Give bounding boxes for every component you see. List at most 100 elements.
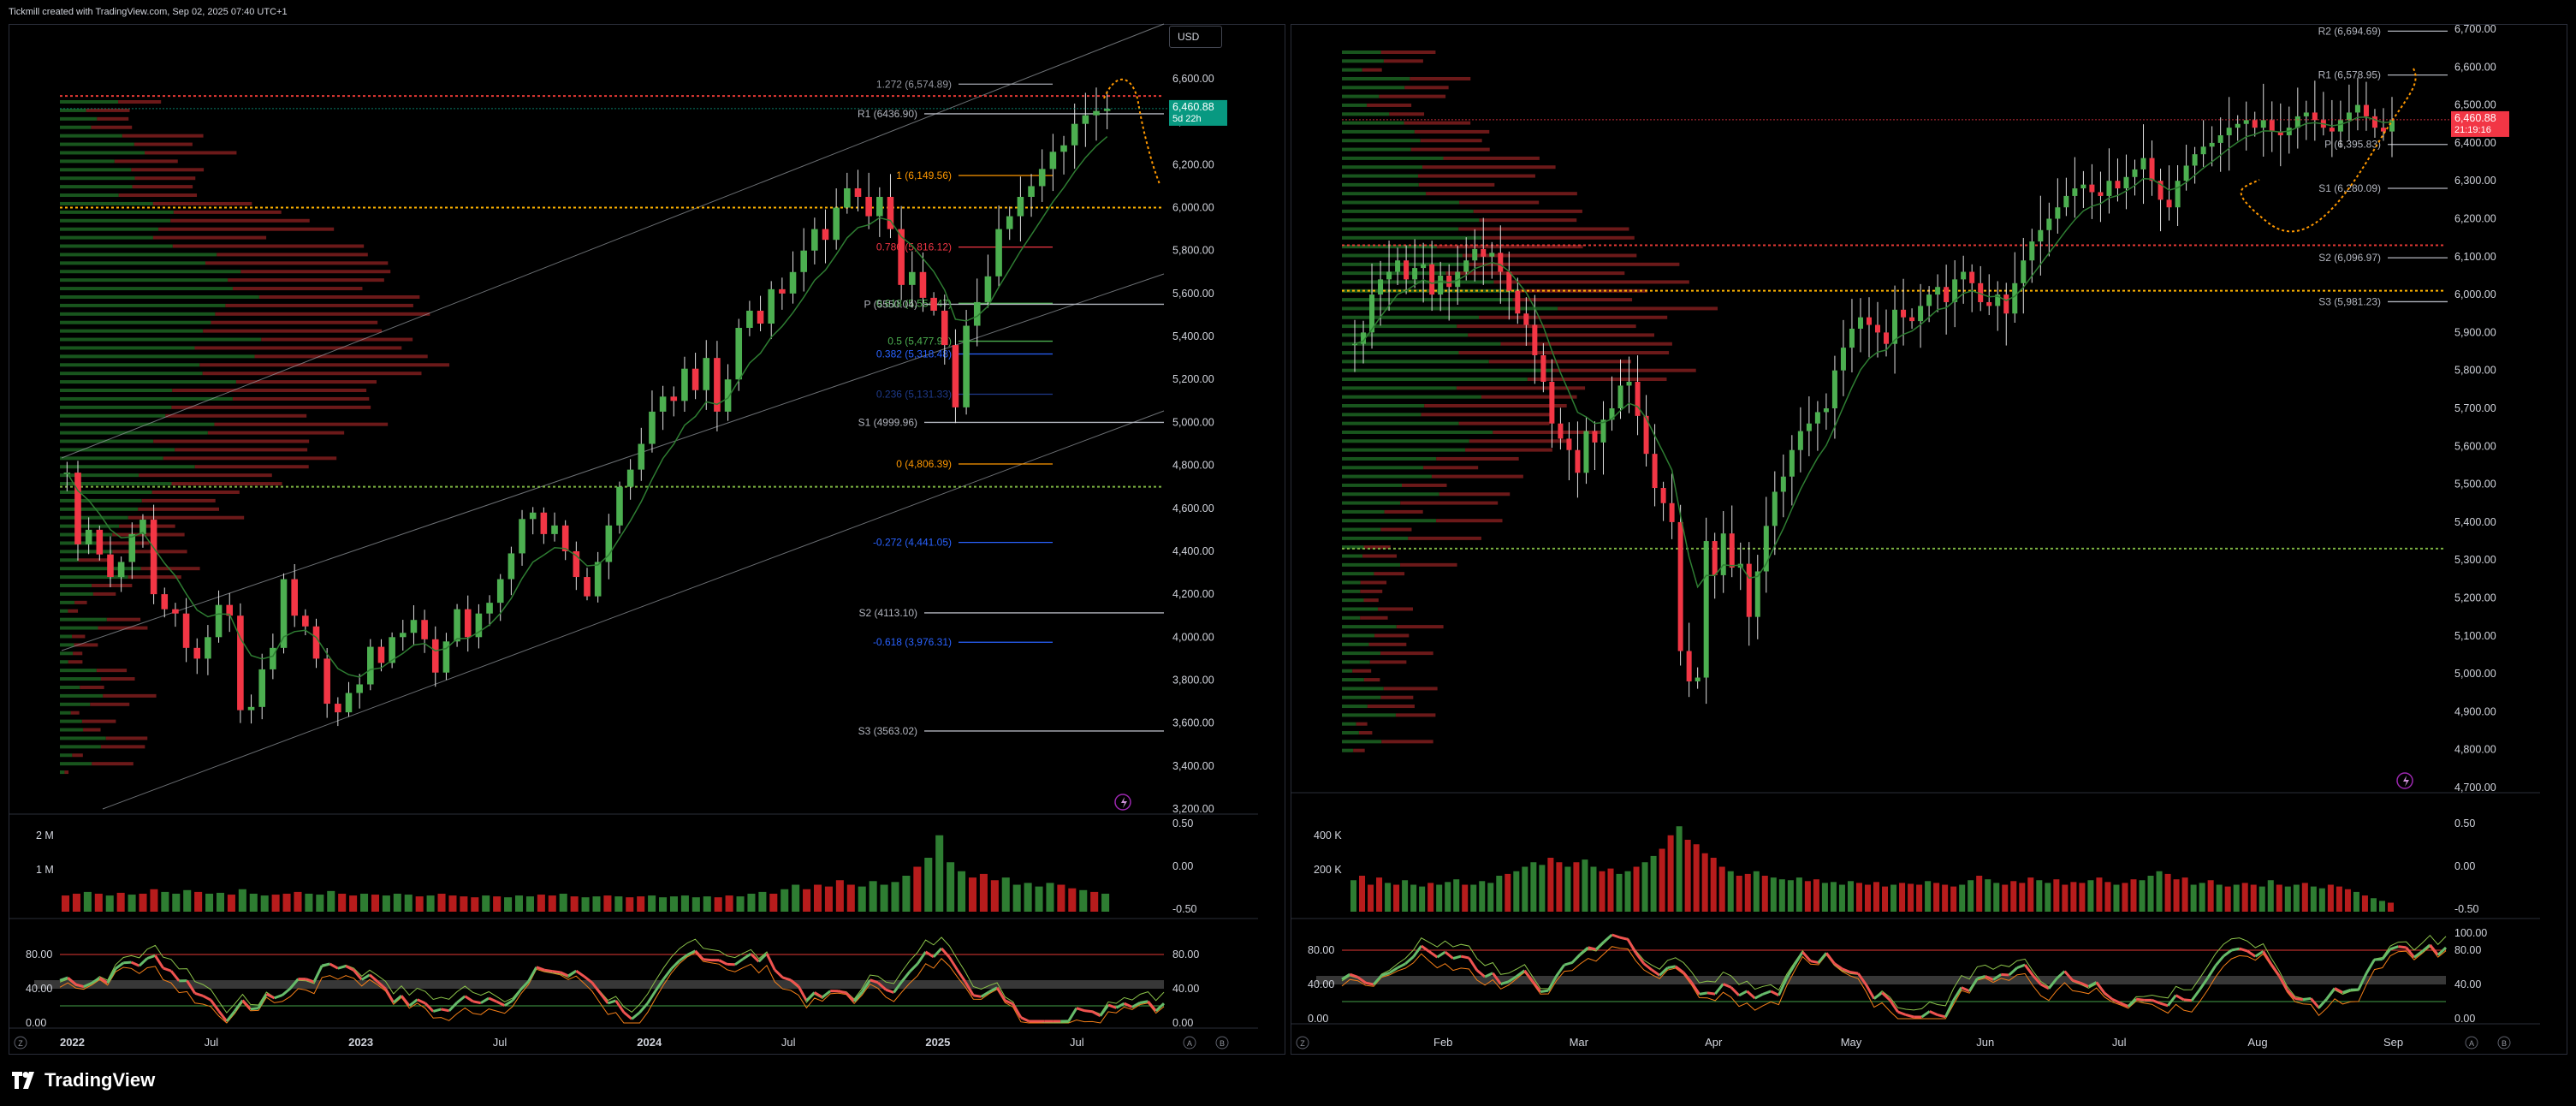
- volume-profile-bar-up: [1342, 562, 1401, 567]
- volume-bar: [858, 886, 866, 912]
- oscillator-top-axis-label: 0.50: [2454, 818, 2475, 830]
- volume-profile-bar-up: [1342, 625, 1397, 629]
- oscillator-main-line: [210, 999, 220, 1012]
- candle-up: [724, 379, 732, 412]
- volume-profile-bar-down: [151, 490, 240, 494]
- volume-profile-bar-up: [1342, 342, 1501, 346]
- volume-profile-bar-down: [211, 320, 378, 324]
- time-axis-label: Aug: [2247, 1036, 2267, 1049]
- candle-up: [1918, 306, 1924, 322]
- oscillator-main-line: [560, 971, 569, 978]
- volume-profile-bar-up: [60, 329, 204, 333]
- volume-profile-bar-up: [60, 515, 128, 520]
- price-tick-label: 3,400.00: [1172, 760, 1214, 772]
- volume-profile-bar-up: [1342, 333, 1469, 337]
- volume-profile-bar-up: [60, 278, 229, 282]
- volume-bar: [504, 897, 513, 912]
- oscillator-main-line: [2223, 948, 2233, 958]
- oscillator-main-line: [2286, 989, 2296, 1000]
- oscillator-main-line: [115, 961, 125, 970]
- oscillator-main-line: [1810, 960, 1819, 964]
- oscillator-main-line: [662, 967, 673, 980]
- left-chart-panel[interactable]: [9, 24, 1285, 1055]
- volume-bar: [393, 894, 401, 912]
- oscillator-main-line: [1365, 981, 1374, 986]
- candle-down: [2277, 131, 2283, 136]
- volume-profile-bar-up: [60, 303, 226, 307]
- candle-down: [2158, 181, 2163, 200]
- volume-axis-label: 400 K: [1314, 830, 1342, 841]
- candle-up: [1789, 449, 1795, 477]
- volume-profile-bar-up: [1342, 474, 1432, 479]
- candle-up: [117, 562, 125, 578]
- volume-profile-bar-down: [1468, 333, 1655, 337]
- oscillator-main-line: [861, 978, 871, 993]
- candle-down: [1429, 264, 1435, 295]
- tradingview-mark-icon: [12, 1072, 38, 1089]
- volume-bar: [216, 892, 225, 912]
- volume-profile-bar-down: [118, 100, 162, 104]
- volume-bar: [1359, 876, 1366, 912]
- volume-profile-bar-up: [60, 431, 208, 435]
- volume-profile-bar-down: [92, 584, 133, 588]
- oscillator-top-axis-label: 0.50: [1172, 818, 1193, 830]
- volume-bar: [614, 896, 623, 912]
- volume-profile-bar-up: [1342, 651, 1381, 656]
- price-tick-label: 5,800.00: [1172, 245, 1214, 257]
- volume-profile-bar-down: [173, 210, 282, 214]
- volume-bar: [537, 895, 545, 912]
- volume-profile-bar-up: [60, 575, 128, 580]
- volume-profile-bar-down: [1469, 439, 1570, 443]
- volume-profile-bar-up: [1342, 227, 1459, 231]
- volume-axis-label: 200 K: [1314, 864, 1342, 876]
- volume-bar: [2087, 880, 2094, 912]
- candle-down: [377, 646, 385, 663]
- oscillator-main-line: [941, 947, 951, 959]
- candle-down: [2149, 158, 2155, 181]
- volume-profile-bar-down: [1402, 483, 1447, 487]
- tradingview-logo[interactable]: TradingView: [12, 1067, 155, 1093]
- volume-profile-bar-up: [60, 253, 217, 257]
- volume-bar: [747, 894, 756, 912]
- pivot-level-label: S2 (4113.10): [859, 607, 918, 619]
- candle-up: [1378, 279, 1384, 295]
- volume-bar: [2318, 888, 2325, 912]
- last-price-value: 6,460.88: [1172, 101, 1214, 113]
- volume-bar: [172, 894, 181, 912]
- volume-bar: [1001, 877, 1010, 912]
- volume-profile-bar-down: [83, 728, 101, 732]
- candle-up: [519, 519, 525, 554]
- candle-down: [898, 229, 905, 285]
- price-tick-label: 5,400.00: [1172, 330, 1214, 342]
- volume-profile-bar-down: [99, 541, 150, 545]
- volume-profile-bar-up: [60, 448, 175, 452]
- oscillator-main-line: [575, 969, 585, 978]
- volume-profile-bar-up: [60, 389, 173, 393]
- candle-up: [496, 579, 504, 604]
- oscillator-main-line: [2318, 997, 2328, 1009]
- volume-profile-bar-up: [60, 634, 73, 639]
- volume-bar: [305, 894, 313, 912]
- volume-profile-bar-down: [1457, 324, 1636, 329]
- oscillator-slow-line: [1341, 934, 2447, 1011]
- oscillator-main-line: [2087, 981, 2098, 988]
- volume-bar: [1393, 884, 1400, 912]
- volume-bar: [2258, 886, 2265, 912]
- price-tick-label: 4,800.00: [1172, 460, 1214, 472]
- volume-bar: [2276, 884, 2282, 912]
- candle-down: [2312, 112, 2318, 121]
- oscillator-main-line: [217, 1010, 229, 1022]
- volume-profile-bar-up: [60, 617, 107, 621]
- currency-button[interactable]: USD: [1169, 26, 1222, 48]
- oscillator-main-line: [250, 1007, 259, 1011]
- volume-profile-bar-up: [60, 439, 154, 443]
- volume-profile-bar-up: [60, 728, 84, 732]
- oscillator-main-line: [1857, 972, 1867, 986]
- volume-profile-bar-down: [1445, 271, 1625, 276]
- candle-up: [833, 207, 840, 241]
- oscillator-main-line: [797, 985, 808, 1002]
- oscillator-main-line: [1651, 968, 1661, 977]
- volume-bar: [1505, 873, 1511, 912]
